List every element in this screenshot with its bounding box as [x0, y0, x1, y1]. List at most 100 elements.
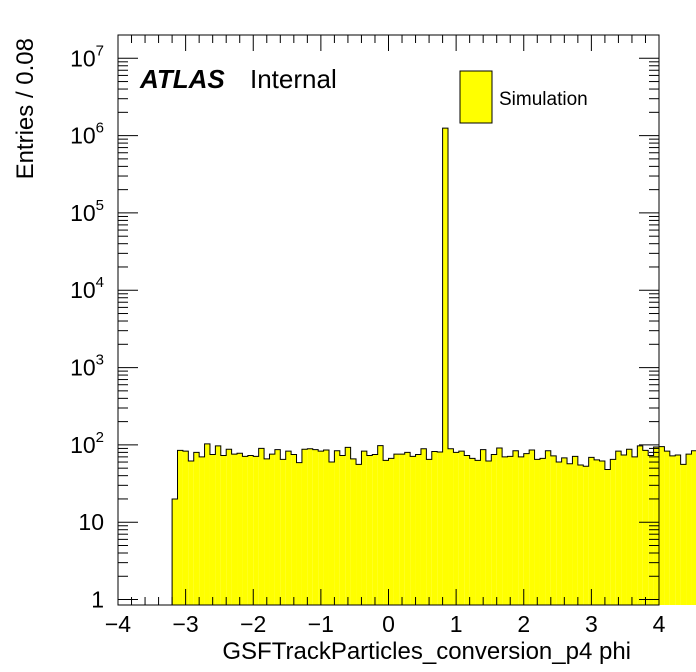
y-tick-label: 10	[78, 509, 104, 535]
x-tick-label: 0	[382, 611, 395, 637]
histogram-bar	[480, 449, 486, 605]
histogram-bar	[642, 450, 649, 605]
histogram-bar	[431, 451, 438, 605]
histogram-bar	[226, 449, 232, 605]
histogram-bar	[442, 128, 449, 605]
histogram-bar	[339, 455, 346, 605]
histogram-bar	[545, 450, 551, 605]
histogram-bar	[345, 447, 351, 605]
histogram-bar	[529, 449, 535, 605]
histogram-bar	[485, 460, 492, 605]
y-axis-label: Entries / 0.08	[12, 38, 39, 179]
histogram-bar	[237, 453, 243, 605]
x-axis-label: GSFTrackParticles_conversion_p4 phi	[222, 638, 631, 665]
histogram-bar	[215, 445, 221, 605]
histogram-bar	[594, 459, 600, 605]
legend-entry: Simulation	[499, 89, 588, 110]
x-tick-label: 1	[450, 611, 463, 637]
histogram-bar	[291, 454, 297, 605]
y-tick-label: 107	[70, 42, 104, 71]
histogram-bar	[199, 456, 205, 605]
histogram-bar	[193, 452, 200, 605]
histogram-bar	[323, 449, 329, 605]
histogram-bar	[604, 469, 611, 605]
histogram-bar	[512, 450, 519, 605]
histogram-bar	[393, 454, 400, 605]
histogram-bar	[366, 455, 373, 605]
histogram-bar	[491, 454, 497, 605]
histogram-bar	[312, 449, 319, 605]
internal-label: Internal	[250, 64, 337, 94]
histogram-bar	[301, 449, 308, 605]
histogram-bar	[209, 454, 216, 605]
histogram-bar	[637, 445, 643, 605]
y-tick-label: 1	[91, 587, 104, 613]
histogram-bar	[334, 450, 340, 605]
histogram-bars	[171, 127, 696, 605]
y-tick-label: 105	[70, 197, 104, 226]
y-tick-label: 103	[70, 352, 104, 381]
histogram-bar	[420, 448, 427, 605]
histogram-bar	[496, 448, 503, 605]
histogram-bar	[280, 459, 286, 605]
histogram-bar	[269, 454, 275, 605]
histogram-bar	[453, 452, 459, 605]
histogram-bar	[350, 458, 357, 605]
histogram-bar	[242, 456, 248, 605]
histogram-bar	[458, 451, 465, 605]
x-tick-label: −1	[308, 611, 334, 637]
histogram-bar	[274, 449, 281, 605]
axis-ticks	[117, 34, 660, 605]
histogram-bar	[247, 455, 254, 605]
y-tick-label: 106	[70, 120, 104, 149]
histogram-bar	[448, 448, 454, 605]
y-tick-label: 104	[70, 274, 104, 303]
histogram-bar	[188, 460, 194, 605]
histogram-bar	[177, 450, 183, 605]
histogram-bar	[356, 464, 362, 605]
histogram-bar	[361, 451, 367, 605]
histogram-bar	[626, 449, 632, 605]
histogram-bar	[680, 464, 687, 605]
histogram-bar	[475, 460, 481, 605]
histogram-outline	[171, 127, 696, 605]
histogram-bar	[507, 456, 513, 605]
histogram-bar	[588, 457, 595, 605]
histogram-bar	[231, 454, 238, 605]
x-tick-label: 3	[585, 611, 598, 637]
histogram-bar	[383, 460, 389, 605]
histogram-bar	[648, 455, 654, 605]
y-tick-labels: 1 10 102 103 104 105 106 107	[70, 42, 104, 612]
histogram-bar	[372, 454, 378, 605]
histogram-bar	[264, 458, 270, 605]
histogram-bar	[583, 466, 589, 605]
y-tick-label: 102	[70, 429, 104, 458]
histogram-bar	[204, 443, 210, 605]
histogram-bar	[631, 456, 638, 605]
histogram-bar	[691, 450, 696, 605]
histogram-bar	[388, 458, 394, 605]
legend-swatch	[459, 70, 493, 124]
histogram-bar	[659, 446, 665, 605]
histogram-bar	[556, 462, 562, 605]
histogram-bar	[377, 445, 384, 605]
histogram-bar	[550, 455, 557, 605]
histogram-bar	[182, 451, 189, 605]
histogram-bar	[599, 460, 605, 605]
x-tick-label: −4	[105, 611, 131, 637]
histogram-bar	[415, 454, 421, 605]
histogram-bar	[686, 454, 692, 605]
histogram-bar	[253, 456, 259, 605]
histogram-bar	[307, 448, 313, 605]
histogram-bar	[285, 451, 292, 605]
histogram-bar	[523, 453, 530, 605]
atlas-label: ATLAS	[139, 64, 225, 94]
histogram-bar	[172, 498, 178, 605]
histogram-bar	[464, 455, 470, 605]
x-tick-label: 4	[653, 611, 666, 637]
x-tick-label: 2	[517, 611, 530, 637]
histogram-bar	[404, 452, 411, 605]
histogram-bar	[577, 464, 584, 605]
histogram-bar	[669, 455, 676, 605]
histogram-bar	[410, 456, 416, 605]
